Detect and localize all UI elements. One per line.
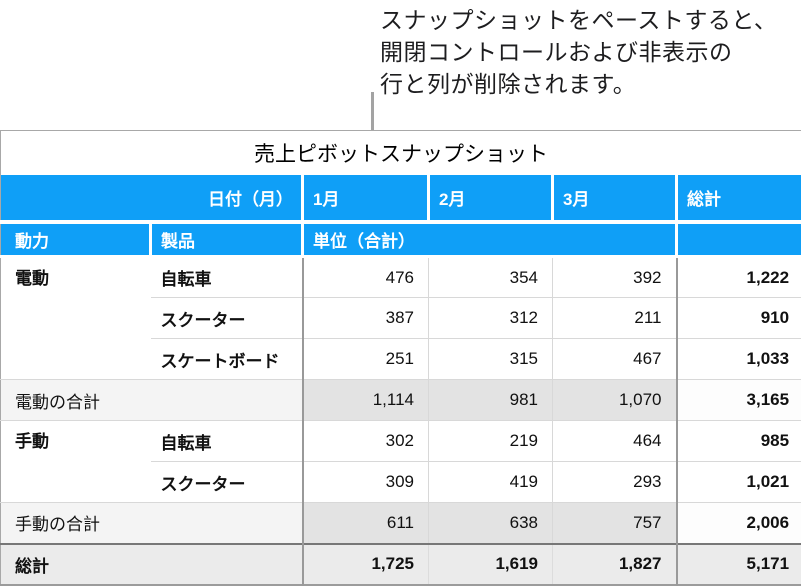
table-row: スクーター 309 419 293 1,021 [1, 461, 801, 503]
cell-power-group[interactable]: 手動 [0, 420, 151, 503]
header-product-cell[interactable]: 製品 [150, 221, 304, 258]
cell-month-1[interactable]: 309 [302, 461, 429, 503]
subtotal-row: 手動の合計 611 638 757 2,006 [0, 502, 801, 544]
cell-month-3[interactable]: 757 [552, 502, 678, 544]
cell-product[interactable]: 自転車 [150, 420, 304, 462]
header-month-3-cell[interactable]: 3月 [552, 174, 678, 224]
cell-month-1[interactable]: 1,725 [302, 542, 429, 585]
cell-month-2[interactable]: 981 [428, 379, 553, 421]
callout-text: スナップショットをペーストすると、 開閉コントロールおよび非表示の 行と列が削除… [380, 4, 777, 100]
cell-row-total[interactable]: 1,021 [676, 461, 801, 503]
table-title-cell[interactable]: 売上ピボットスナップショット [0, 130, 801, 175]
header-month-2-cell[interactable]: 2月 [428, 174, 554, 224]
callout-line: スナップショットをペーストすると、 [380, 7, 778, 33]
cell-month-2[interactable]: 638 [428, 502, 553, 544]
header-power-cell[interactable]: 動力 [0, 221, 152, 258]
cell-month-3[interactable]: 293 [552, 461, 678, 503]
cell-month-3[interactable]: 464 [552, 420, 678, 462]
cell-product[interactable]: 自転車 [150, 256, 304, 298]
cell-month-2[interactable]: 315 [428, 338, 553, 380]
cell-row-total[interactable]: 1,222 [676, 256, 801, 298]
cell-row-total[interactable]: 1,033 [676, 338, 801, 380]
cell-month-1[interactable]: 476 [302, 256, 429, 298]
cell-month-1[interactable]: 1,114 [302, 379, 429, 421]
table-row: スクーター 387 312 211 910 [1, 297, 801, 339]
cell-month-3[interactable]: 392 [552, 256, 678, 298]
cell-row-total[interactable]: 910 [676, 297, 801, 339]
cell-month-3[interactable]: 211 [552, 297, 678, 339]
cell-month-1[interactable]: 387 [302, 297, 429, 339]
cell-subtotal-total[interactable]: 2,006 [676, 502, 801, 544]
cell-subtotal-label[interactable]: 電動の合計 [0, 379, 304, 421]
cell-month-2[interactable]: 1,619 [428, 542, 553, 585]
cell-month-3[interactable]: 467 [552, 338, 678, 380]
header-grand-total-cell[interactable]: 総計 [676, 174, 801, 224]
cell-month-1[interactable]: 251 [302, 338, 429, 380]
header-date-label-cell[interactable]: 日付（月） [0, 174, 304, 224]
table-row: スケートボード 251 315 467 1,033 [1, 338, 801, 380]
cell-month-3[interactable]: 1,827 [552, 542, 678, 585]
header-empty-cell[interactable] [676, 221, 801, 258]
cell-month-2[interactable]: 312 [428, 297, 553, 339]
cell-product[interactable]: スクーター [150, 297, 304, 339]
header-month-1-cell[interactable]: 1月 [302, 174, 430, 224]
cell-product[interactable]: スケートボード [150, 338, 304, 380]
cell-month-1[interactable]: 302 [302, 420, 429, 462]
callout-connector-line [371, 92, 374, 131]
callout-line: 開閉コントロールおよび非表示の [380, 39, 733, 65]
table-row: 手動 自転車 302 219 464 985 [0, 420, 801, 503]
cell-grand-total-label[interactable]: 総計 [0, 542, 304, 585]
callout-line: 行と列が削除されます。 [380, 71, 637, 97]
table-row: 電動 自転車 476 354 392 1,222 [0, 256, 801, 380]
cell-grand-total[interactable]: 5,171 [676, 542, 801, 585]
cell-power-group[interactable]: 電動 [0, 256, 151, 380]
cell-product[interactable]: スクーター [150, 461, 304, 503]
cell-month-2[interactable]: 219 [428, 420, 553, 462]
header-units-cell[interactable]: 単位（合計） [302, 221, 678, 258]
pivot-table: 売上ピボットスナップショット 日付（月） 1月 2月 3月 総計 動力 製品 単… [0, 130, 801, 586]
subtotal-row: 電動の合計 1,114 981 1,070 3,165 [0, 379, 801, 421]
grand-total-row: 総計 1,725 1,619 1,827 5,171 [0, 542, 801, 585]
cell-month-1[interactable]: 611 [302, 502, 429, 544]
cell-subtotal-total[interactable]: 3,165 [676, 379, 801, 421]
cell-row-total[interactable]: 985 [676, 420, 801, 462]
cell-subtotal-label[interactable]: 手動の合計 [0, 502, 304, 544]
cell-month-2[interactable]: 354 [428, 256, 553, 298]
cell-month-2[interactable]: 419 [428, 461, 553, 503]
cell-month-3[interactable]: 1,070 [552, 379, 678, 421]
